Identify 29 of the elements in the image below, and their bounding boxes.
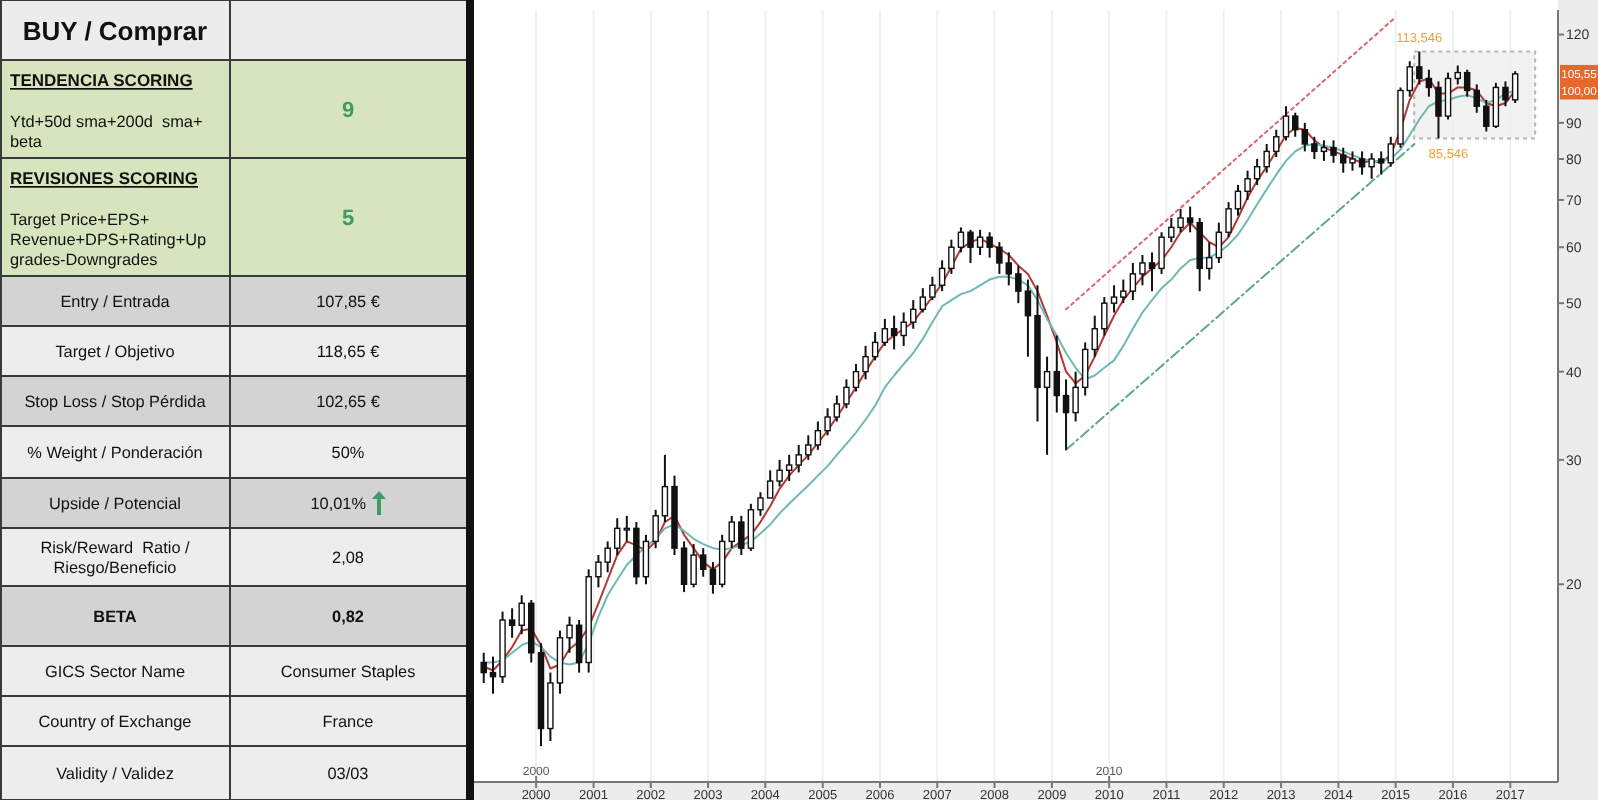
text: 03/03 [327,765,370,783]
text: 102,65 € [316,393,381,411]
category-label: Country of Exchange [38,713,193,731]
candlestick [1282,105,1290,142]
text: 0,82 [332,608,365,626]
text: 2,08 [332,549,365,567]
text: 118,65 € [316,343,381,361]
text: 107,85 € [316,293,381,311]
candlestick [1053,334,1061,414]
text: 10,01% [310,495,366,513]
category-label: Target / Objetivo [55,343,176,361]
text: Consumer Staples [280,663,416,681]
text: 9 [341,99,355,123]
category-label: Upside / Potencial [49,495,182,513]
category-label: Stop Loss / Stop Pérdida [24,393,207,411]
category-label: Entry / Entrada [60,293,171,311]
category-label: Validity / Validez [56,765,174,783]
category-label: % Weight / Ponderación [27,444,204,462]
category-label: GICS Sector Name [44,663,186,681]
text: BUY / Comprar [22,16,208,46]
text: 5 [341,207,355,231]
category-label: TENDENCIA SCORING Ytd+50d sma+200d sma+ beta [10,70,203,151]
text: 50% [331,444,365,462]
candlestick [881,317,889,347]
text: France [322,713,375,731]
candlestick [1291,111,1299,138]
category-label: REVISIONES SCORING Target Price+EPS+ Revenue+DPS+Rating+Up grades-Downgrades [10,168,207,269]
category-label: Risk/Reward Ratio / Riesgo/Beneficio [40,539,192,577]
category-label: BETA [93,608,137,626]
